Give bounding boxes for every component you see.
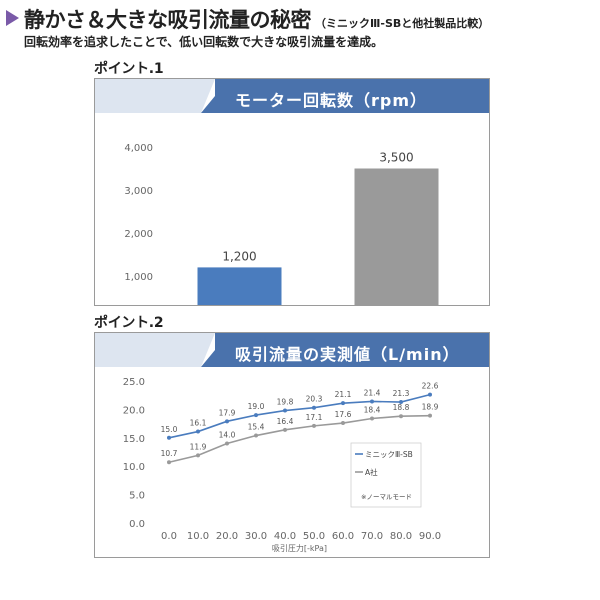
- series-data-label: 21.1: [335, 390, 352, 399]
- series-data-label: 22.6: [422, 382, 439, 391]
- series-data-label: 21.3: [393, 389, 410, 398]
- line-x-tick-label: 90.0: [419, 531, 441, 542]
- page-subtitle: 回転効率を追求したことで、低い回転数で大きな吸引流量を達成。: [24, 35, 384, 49]
- bar-y-tick-label: 3,000: [124, 186, 153, 197]
- bar-data-label: 3,500: [379, 151, 413, 165]
- page-title: 静かさ＆大きな吸引流量の秘密 （ミニックⅢ-SBと他社製品比較）: [24, 4, 489, 34]
- flow-chart-panel: 吸引流量の実測値（L/min） 0.0 5.0 10.0 15.0 20.0 25.0 0.…: [94, 332, 490, 558]
- series-data-label: 16.1: [190, 419, 207, 428]
- series-point: [225, 419, 229, 424]
- flow-chart-ribbon: [95, 333, 489, 367]
- legend-entry: ミニックⅢ-SB: [365, 450, 413, 459]
- page-title-main: 静かさ＆大きな吸引流量の秘密: [24, 8, 312, 32]
- series-data-label: 18.9: [422, 403, 439, 412]
- series-point: [167, 435, 171, 440]
- line-x-tick-label: 50.0: [303, 531, 325, 542]
- flow-chart-title: 吸引流量の実測値（L/min）: [235, 345, 460, 364]
- series-point: [399, 414, 403, 419]
- series-data-label: 11.9: [190, 442, 207, 451]
- series-data-label: 19.0: [248, 402, 265, 411]
- series-point: [196, 429, 200, 434]
- line-x-axis-title: 吸引圧力[-kPa]: [272, 543, 327, 553]
- flow-line-chart: 0.0 5.0 10.0 15.0 20.0 25.0 0.0 10.0 20.0 30.0 40.…: [123, 377, 441, 553]
- line-x-tick-label: 40.0: [274, 531, 296, 542]
- point1-label: ポイント.1: [94, 61, 164, 77]
- page-header: 静かさ＆大きな吸引流量の秘密 （ミニックⅢ-SBと他社製品比較）: [6, 4, 596, 32]
- line-x-tick-label: 30.0: [245, 531, 267, 542]
- bar-y-tick-label: 1,000: [124, 272, 153, 283]
- line-x-tick-label: 0.0: [161, 531, 177, 542]
- series-data-label: 15.0: [161, 425, 178, 434]
- line-y-tick-label: 20.0: [123, 405, 145, 416]
- series-point: [341, 401, 345, 406]
- series-point: [254, 433, 258, 438]
- bar-data-label: 1,200: [222, 249, 256, 263]
- series-data-label: 21.4: [364, 388, 381, 397]
- series-point: [196, 453, 200, 458]
- series-line-minic: [168, 393, 431, 439]
- series-data-label: 19.8: [277, 398, 294, 407]
- bar: [354, 168, 439, 305]
- series-point: [254, 413, 258, 418]
- rpm-chart-ribbon: [95, 79, 489, 113]
- series-data-label: 17.6: [335, 410, 352, 419]
- series-data-label: 17.9: [219, 408, 236, 417]
- line-x-tick-label: 70.0: [361, 531, 383, 542]
- series-data-label: 14.0: [219, 430, 236, 439]
- series-point: [283, 408, 287, 413]
- bar: [197, 267, 282, 305]
- series-data-label: 18.8: [393, 403, 410, 412]
- series-line-a-company: [168, 414, 431, 464]
- line-y-tick-label: 15.0: [123, 434, 145, 445]
- page-title-note: （ミニックⅢ-SBと他社製品比較）: [315, 17, 490, 30]
- bar-y-tick-label: 2,000: [124, 229, 153, 240]
- series-point: [167, 460, 171, 465]
- line-y-tick-label: 5.0: [129, 491, 145, 502]
- point2-label: ポイント.2: [94, 315, 164, 331]
- rpm-chart-panel: モーター回転数（rpm） 01,0002,0003,0004,0001,200ミ…: [94, 78, 490, 306]
- legend-entry: A社: [365, 467, 378, 477]
- line-x-tick-label: 20.0: [216, 531, 238, 542]
- line-x-tick-label: 10.0: [187, 531, 209, 542]
- series-point: [341, 421, 345, 426]
- line-y-tick-label: 10.0: [123, 462, 145, 473]
- series-data-label: 18.4: [364, 405, 381, 414]
- legend-box: [350, 442, 422, 508]
- series-point: [428, 413, 432, 418]
- legend-note: ※ノーマルモード: [361, 493, 412, 501]
- line-y-tick-label: 0.0: [129, 519, 145, 530]
- line-x-tick-label: 80.0: [390, 531, 412, 542]
- series-point: [370, 399, 374, 404]
- line-x-tick-label: 60.0: [332, 531, 354, 542]
- series-data-label: 17.1: [306, 413, 323, 422]
- bar-y-tick-label: 4,000: [124, 143, 153, 154]
- series-data-label: 10.7: [161, 449, 178, 458]
- series-point: [225, 441, 229, 446]
- series-point: [399, 400, 403, 405]
- rpm-bar-chart: 01,0002,0003,0004,0001,200ミニックⅢ-SB3,500A…: [124, 143, 439, 305]
- series-data-label: 16.4: [277, 417, 294, 426]
- line-y-tick-label: 25.0: [123, 377, 145, 388]
- rpm-chart-title: モーター回転数（rpm）: [235, 91, 428, 110]
- series-point: [283, 427, 287, 432]
- series-point: [312, 405, 316, 410]
- series-point: [370, 416, 374, 421]
- series-point: [312, 423, 316, 428]
- series-data-label: 20.3: [306, 395, 323, 404]
- series-point: [428, 392, 432, 397]
- series-data-label: 15.4: [248, 423, 265, 432]
- title-marker-icon: [6, 10, 19, 26]
